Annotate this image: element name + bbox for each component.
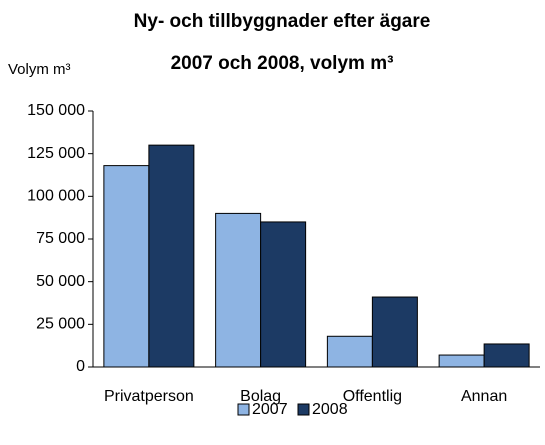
bar <box>371 296 418 368</box>
x-tick-label: Privatperson <box>104 388 194 405</box>
bar <box>483 343 530 368</box>
y-tick-label: 75 000 <box>36 230 85 247</box>
legend-label: 2008 <box>312 401 348 418</box>
chart-title: Ny- och tillbyggnader efter ägare <box>134 11 431 32</box>
bar <box>438 354 485 368</box>
x-tick-label: Bolag <box>240 388 281 405</box>
y-tick-label: 100 000 <box>27 188 85 205</box>
bar <box>260 221 307 368</box>
bar <box>148 144 195 368</box>
y-tick-label: 25 000 <box>36 316 85 333</box>
bar <box>215 212 262 368</box>
y-tick-label: 50 000 <box>36 273 85 290</box>
chart-title: 2007 och 2008, volym m³ <box>171 53 394 74</box>
y-tick-label: 0 <box>76 358 85 375</box>
x-tick-label: Offentlig <box>343 388 402 405</box>
legend-swatch <box>297 403 310 416</box>
legend-label: 2007 <box>252 401 288 418</box>
x-tick-label: Annan <box>461 388 507 405</box>
y-axis-label: Volym m³ <box>8 61 71 78</box>
y-tick-label: 150 000 <box>27 102 85 119</box>
bar <box>326 335 373 368</box>
bar <box>103 165 150 368</box>
y-tick-label: 125 000 <box>27 145 85 162</box>
legend-swatch <box>237 403 250 416</box>
